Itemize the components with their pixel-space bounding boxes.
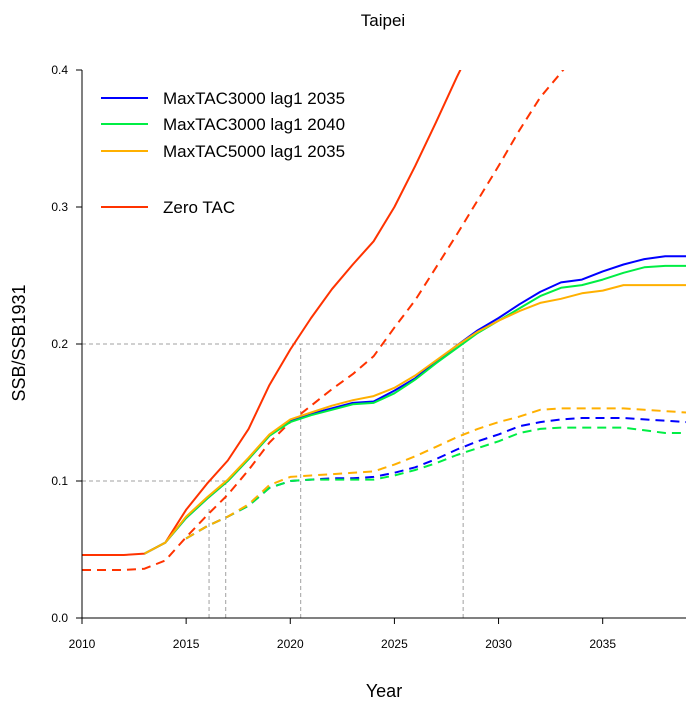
chart-title: Taipei xyxy=(361,11,405,30)
series-line-5-solid xyxy=(144,284,686,555)
y-axis-label: SSB/SSB1931 xyxy=(9,284,29,401)
x-tick-label: 2015 xyxy=(173,637,200,651)
y-tick-label: 0.3 xyxy=(51,200,68,214)
reference-lines xyxy=(82,343,464,618)
y-tick-label: 0.1 xyxy=(51,474,68,488)
series-lines xyxy=(82,70,686,571)
series-line-2-dashed xyxy=(82,70,565,571)
series-line-8-dashed xyxy=(185,407,686,540)
x-tick-label: 2030 xyxy=(485,637,512,651)
y-tick-label: 0.4 xyxy=(51,63,68,77)
legend-label: MaxTAC3000 lag1 2035 xyxy=(163,89,345,108)
series-line-6-dashed xyxy=(185,417,686,540)
axis-ticks: 2010 2015 2020 2025 2030 2035 0.0 0.1 0.2 0.3 0.4 xyxy=(51,63,616,651)
x-axis-label: Year xyxy=(366,681,402,701)
legend: MaxTAC3000 lag1 2035 MaxTAC3000 lag1 2040… xyxy=(101,89,345,217)
y-tick-label: 0.2 xyxy=(51,337,68,351)
y-tick-label: 0.0 xyxy=(51,611,68,625)
x-tick-label: 2025 xyxy=(381,637,408,651)
legend-label: Zero TAC xyxy=(163,198,235,217)
x-tick-label: 2020 xyxy=(277,637,304,651)
legend-label: MaxTAC5000 lag1 2035 xyxy=(163,142,345,161)
x-tick-label: 2010 xyxy=(69,637,96,651)
series-line-7-dashed xyxy=(185,426,686,540)
legend-label: MaxTAC3000 lag1 2040 xyxy=(163,115,345,134)
x-tick-label: 2035 xyxy=(589,637,616,651)
